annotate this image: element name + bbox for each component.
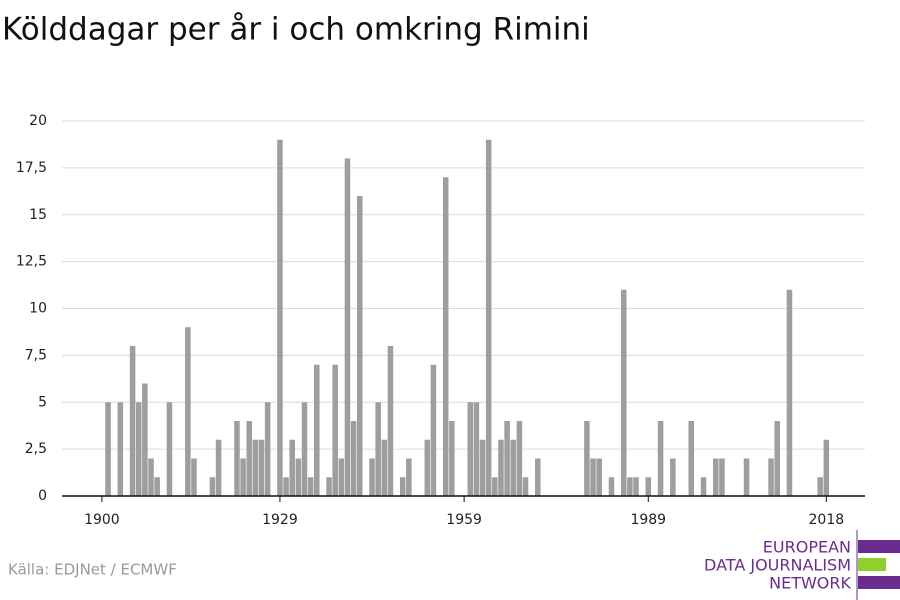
bar: [356, 196, 363, 496]
bar: [700, 477, 707, 496]
bar: [823, 439, 830, 496]
bar: [657, 421, 664, 496]
bar: [344, 158, 351, 496]
bar: [215, 439, 222, 496]
bar: [387, 346, 394, 496]
bar: [645, 477, 652, 496]
bar: [240, 458, 246, 496]
bar: [406, 458, 412, 496]
bar: [719, 458, 725, 496]
y-tick-label: 5: [38, 394, 47, 410]
bar: [504, 421, 510, 496]
bar: [307, 477, 314, 496]
bar: [166, 402, 173, 496]
bar: [375, 402, 381, 496]
logo-bar: [858, 558, 886, 571]
bar: [786, 289, 793, 496]
bar: [768, 458, 774, 496]
bar: [774, 421, 780, 496]
logo-text: NETWORK: [769, 574, 851, 593]
bar: [510, 439, 516, 496]
bar: [135, 402, 142, 496]
bar: [620, 289, 627, 496]
bar: [399, 477, 406, 496]
bar: [596, 458, 602, 496]
bar: [105, 402, 111, 496]
bar: [498, 439, 504, 496]
bar: [479, 439, 486, 496]
bar: [817, 477, 823, 496]
bar: [148, 458, 154, 496]
bar: [627, 477, 633, 496]
bar: [381, 439, 388, 496]
bar: [234, 421, 240, 496]
bar: [332, 364, 338, 496]
bar: [633, 477, 639, 496]
bar: [430, 364, 437, 496]
bar: [516, 421, 523, 496]
bar: [473, 402, 480, 496]
y-tick-label: 15: [29, 207, 47, 223]
logo-bar: [858, 576, 900, 589]
bar: [283, 477, 289, 496]
bar: [154, 477, 160, 496]
y-tick-label: 12,5: [16, 254, 47, 270]
bar: [301, 402, 308, 496]
bar: [608, 477, 615, 496]
bar: [590, 458, 596, 496]
bar: [264, 402, 271, 496]
bar: [743, 458, 750, 496]
bar: [670, 458, 676, 496]
x-tick-label: 1929: [262, 512, 298, 528]
x-tick-label: 1900: [84, 512, 120, 528]
y-tick-label: 7,5: [25, 347, 47, 363]
y-tick-label: 20: [29, 113, 47, 129]
logo-text: DATA JOURNALISM: [704, 556, 851, 575]
bar: [350, 421, 357, 496]
bar: [252, 439, 259, 496]
x-tick-label: 1989: [630, 512, 666, 528]
bar: [442, 177, 449, 496]
logo: EUROPEAN DATA JOURNALISM NETWORK: [704, 530, 900, 600]
bar: [277, 139, 283, 496]
x-tick-label: 1959: [446, 512, 482, 528]
logo-bar: [858, 540, 900, 553]
bar: [535, 458, 541, 496]
bar: [209, 477, 216, 496]
bar: [338, 458, 345, 496]
bar: [424, 439, 431, 496]
source: Källa: EDJNet / ECMWF: [8, 561, 177, 579]
chart-title: Kölddagar per år i och omkring Rimini: [2, 12, 590, 48]
x-tick-label: 2018: [809, 512, 845, 528]
bar: [326, 477, 332, 496]
logo-text: EUROPEAN: [763, 538, 851, 557]
y-tick-label: 17,5: [16, 160, 47, 176]
bar: [117, 402, 124, 496]
bar: [485, 139, 492, 496]
bar: [129, 346, 136, 496]
bar: [688, 421, 695, 496]
bar: [289, 439, 295, 496]
y-tick-label: 2,5: [25, 441, 47, 457]
bar: [258, 439, 265, 496]
bar: [584, 421, 590, 496]
bar: [492, 477, 498, 496]
bar: [713, 458, 719, 496]
bar: [295, 458, 302, 496]
bar: [185, 327, 191, 496]
bar: [246, 421, 253, 496]
y-tick-label: 0: [38, 488, 47, 504]
y-tick-label: 10: [29, 301, 47, 317]
bar: [467, 402, 474, 496]
bar: [369, 458, 375, 496]
bar: [314, 364, 320, 496]
bar: [142, 383, 148, 496]
bar: [191, 458, 197, 496]
bar: [522, 477, 529, 496]
bar: [449, 421, 455, 496]
